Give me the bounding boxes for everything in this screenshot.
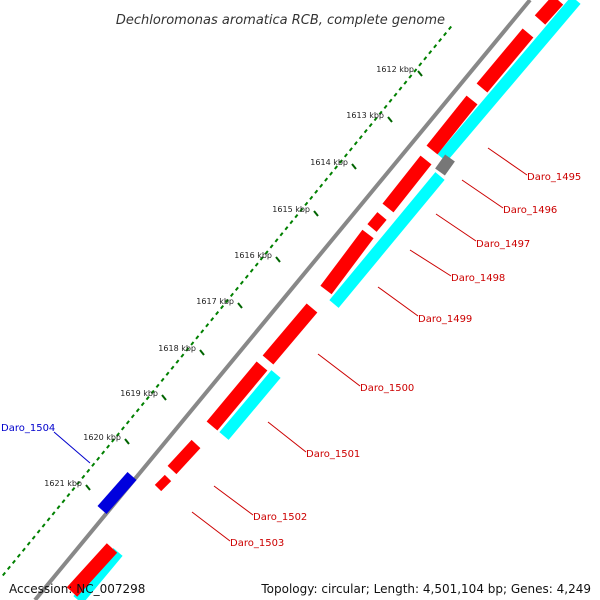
gene-label[interactable]: Daro_1496	[503, 205, 557, 216]
tick-label: 1613 kbp	[346, 111, 384, 120]
gene-leader-line	[487, 147, 528, 176]
tick-mark	[387, 116, 393, 123]
tick-label: 1620 kbp	[83, 433, 121, 442]
gene-label[interactable]: Daro_1502	[253, 512, 307, 523]
tick-mark	[237, 302, 243, 309]
tick-label: 1614 kbp	[310, 158, 348, 167]
gene-leader-line	[377, 286, 419, 317]
gene-feature[interactable]	[262, 303, 318, 365]
gene-feature[interactable]	[382, 155, 432, 213]
gene-feature[interactable]	[167, 439, 201, 475]
tick-mark	[85, 484, 91, 491]
gene-feature[interactable]	[206, 361, 268, 431]
gene-leader-line	[267, 421, 307, 453]
gene-feature[interactable]	[476, 28, 534, 93]
tick-mark	[417, 70, 423, 77]
gene-feature[interactable]	[367, 212, 387, 232]
cds-track	[73, 0, 581, 600]
tick-label: 1617 kbp	[196, 297, 234, 306]
gene-labels: Daro_1495 Daro_1496 Daro_1497 Daro_1498 Daro…	[1, 147, 581, 549]
tick-label: 1619 kbp	[120, 389, 158, 398]
gene-label[interactable]: Daro_1497	[476, 239, 530, 250]
gene-leader-line	[53, 431, 91, 464]
gene-feature[interactable]	[66, 543, 118, 597]
map-title: Dechloromonas aromatica RCB, complete ge…	[116, 13, 445, 28]
gene-label[interactable]: Daro_1500	[360, 383, 414, 394]
tick-track: 1612 kbp 1613 kbp 1614 kbp 1615 kbp 1616 kbp…	[2, 25, 452, 577]
tick-label: 1621 kbp	[44, 479, 82, 488]
tick-label: 1618 kbp	[158, 344, 196, 353]
gene-feature[interactable]	[426, 95, 478, 155]
gene-leader-line	[461, 179, 504, 209]
gene-feature[interactable]	[154, 474, 172, 492]
tick-label: 1616 kbp	[234, 251, 272, 260]
gene-label[interactable]: Daro_1495	[527, 172, 581, 183]
gene-leader-line	[317, 353, 361, 387]
tick-mark	[161, 394, 167, 401]
gene-label[interactable]: Daro_1499	[418, 314, 472, 325]
gene-label[interactable]: Daro_1501	[306, 449, 360, 460]
accession-text: Accession: NC_007298	[9, 582, 146, 596]
tick-mark	[351, 163, 357, 170]
gene-feature[interactable]	[320, 229, 374, 295]
gene-leader-line	[435, 213, 477, 242]
gene-features	[66, 0, 564, 597]
gene-leader-line	[409, 249, 452, 277]
tick-mark	[313, 210, 319, 217]
tick-label: 1615 kbp	[272, 205, 310, 214]
gene-leader-line	[191, 511, 231, 542]
gene-leader-line	[213, 485, 254, 516]
tick-label: 1612 kbp	[376, 65, 414, 74]
tick-mark	[199, 349, 205, 356]
gene-label[interactable]: Daro_1498	[451, 273, 505, 284]
topology-text: Topology: circular; Length: 4,501,104 bp…	[261, 582, 591, 596]
gene-feature[interactable]	[435, 154, 455, 176]
gene-label[interactable]: Daro_1504	[1, 423, 55, 434]
gene-label[interactable]: Daro_1503	[230, 538, 284, 549]
gene-feature[interactable]	[534, 0, 564, 25]
gene-feature[interactable]	[97, 472, 137, 514]
tick-mark	[124, 438, 130, 445]
tick-mark	[275, 256, 281, 263]
